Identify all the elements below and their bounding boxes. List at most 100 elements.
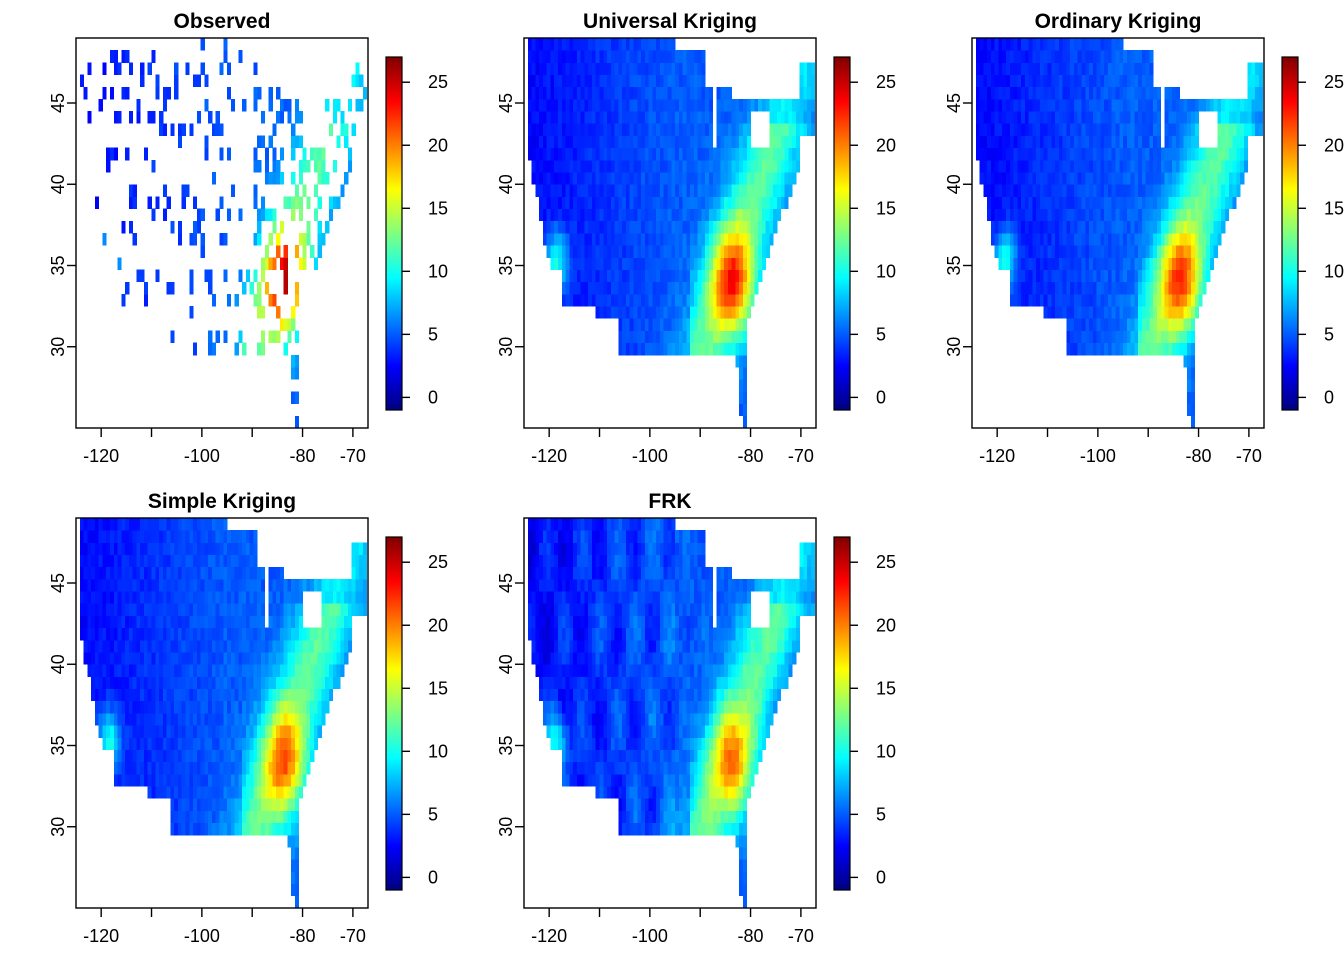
heatmap-cell xyxy=(279,627,285,641)
heatmap-cell xyxy=(1164,233,1169,246)
heatmap-cell xyxy=(1017,233,1022,246)
heatmap-cell xyxy=(622,293,627,307)
heatmap-cell xyxy=(1066,62,1071,75)
heatmap-cell xyxy=(979,62,984,75)
heatmap-cell xyxy=(644,318,650,331)
heatmap-cell xyxy=(1043,257,1048,270)
heatmap-cell xyxy=(1255,86,1260,100)
heatmap-cell xyxy=(166,591,171,604)
heatmap-cell xyxy=(204,603,209,616)
heatmap-cell xyxy=(580,135,585,149)
heatmap-cell xyxy=(238,676,243,690)
heatmap-cell xyxy=(1172,257,1177,270)
heatmap-cell xyxy=(359,74,364,88)
heatmap-cell xyxy=(1047,281,1052,295)
heatmap-cell xyxy=(257,639,262,653)
heatmap-cell xyxy=(705,98,710,112)
heatmap-cell xyxy=(1043,208,1048,222)
heatmap-cell xyxy=(291,676,296,690)
heatmap-cell xyxy=(1191,172,1196,185)
heatmap-cell xyxy=(573,245,578,258)
heatmap-cell xyxy=(1138,306,1143,319)
heatmap-cell xyxy=(211,542,217,555)
heatmap-cell xyxy=(667,172,672,185)
heatmap-cell xyxy=(1055,184,1060,197)
heatmap-cell xyxy=(1017,257,1022,270)
heatmap-cell xyxy=(106,627,111,641)
heatmap-cell xyxy=(550,50,555,63)
heatmap-cell xyxy=(663,281,668,295)
heatmap-cell xyxy=(712,306,717,319)
heatmap-cell xyxy=(599,172,604,185)
heatmap-cell xyxy=(253,86,258,100)
heatmap-cell xyxy=(625,330,631,344)
heatmap-cell xyxy=(675,269,680,283)
heatmap-cell xyxy=(750,159,755,173)
heatmap-cell xyxy=(535,50,540,63)
heatmap-cell xyxy=(1224,135,1230,149)
heatmap-cell xyxy=(136,554,141,568)
heatmap-cell xyxy=(1119,172,1124,185)
heatmap-cell xyxy=(336,591,341,604)
heatmap-cell xyxy=(136,639,141,653)
panel-title: Universal Kriging xyxy=(583,10,757,33)
colorbar-tick-label: 20 xyxy=(1324,135,1344,155)
heatmap-cell xyxy=(196,676,202,690)
heatmap-cell xyxy=(1055,208,1060,222)
heatmap-cell xyxy=(117,542,122,555)
heatmap-cell xyxy=(1005,233,1011,246)
heatmap-cell xyxy=(1092,123,1098,136)
heatmap-cell xyxy=(607,123,612,136)
heatmap-cell xyxy=(565,281,570,295)
heatmap-cell xyxy=(1183,342,1188,356)
heatmap-cell xyxy=(155,713,160,726)
heatmap-cell xyxy=(641,50,646,63)
heatmap-cell xyxy=(716,330,721,344)
heatmap-cell xyxy=(1039,74,1045,88)
heatmap-cell xyxy=(245,554,251,568)
heatmap-cell xyxy=(208,688,213,702)
heatmap-cell xyxy=(1081,123,1086,136)
heatmap-cell xyxy=(1047,172,1052,185)
heatmap-cell xyxy=(302,627,307,641)
heatmap-cell xyxy=(618,62,623,75)
heatmap-cell xyxy=(291,147,296,161)
heatmap-cell xyxy=(155,554,160,568)
heatmap-cell xyxy=(166,700,171,714)
y-tick-label: 40 xyxy=(48,654,68,674)
heatmap-cell xyxy=(807,62,812,75)
heatmap-cell xyxy=(227,86,232,100)
heatmap-cell xyxy=(709,98,714,112)
heatmap-cell xyxy=(591,269,597,283)
heatmap-cell xyxy=(1024,293,1030,307)
heatmap-cell xyxy=(1085,159,1090,173)
heatmap-cell xyxy=(310,713,315,726)
heatmap-cell xyxy=(758,220,763,234)
heatmap-cell xyxy=(1217,172,1222,185)
heatmap-cell xyxy=(276,749,281,763)
heatmap-cell xyxy=(211,172,217,185)
heatmap-cell xyxy=(1198,281,1203,295)
heatmap-cell xyxy=(1141,281,1147,295)
heatmap-cell xyxy=(1081,220,1086,234)
heatmap-cell xyxy=(1187,196,1192,210)
heatmap-cell xyxy=(109,566,115,580)
heatmap-cell xyxy=(539,50,544,63)
heatmap-cell xyxy=(79,566,84,580)
heatmap-cell xyxy=(1153,123,1158,136)
heatmap-cell xyxy=(1194,269,1199,283)
heatmap-cell xyxy=(295,847,300,860)
heatmap-cell xyxy=(546,233,551,246)
heatmap-cell xyxy=(595,293,600,307)
heatmap-cell xyxy=(200,208,205,222)
heatmap-cell xyxy=(279,761,285,775)
heatmap-cell xyxy=(618,196,623,210)
heatmap-cell xyxy=(279,749,285,763)
heatmap-cell xyxy=(276,566,281,580)
heatmap-cell xyxy=(155,603,160,616)
heatmap-cell xyxy=(1240,172,1245,185)
heatmap-cell xyxy=(1028,147,1033,161)
heatmap-cell xyxy=(1013,208,1018,222)
heatmap-cell xyxy=(261,676,266,690)
heatmap-cell xyxy=(321,578,326,592)
